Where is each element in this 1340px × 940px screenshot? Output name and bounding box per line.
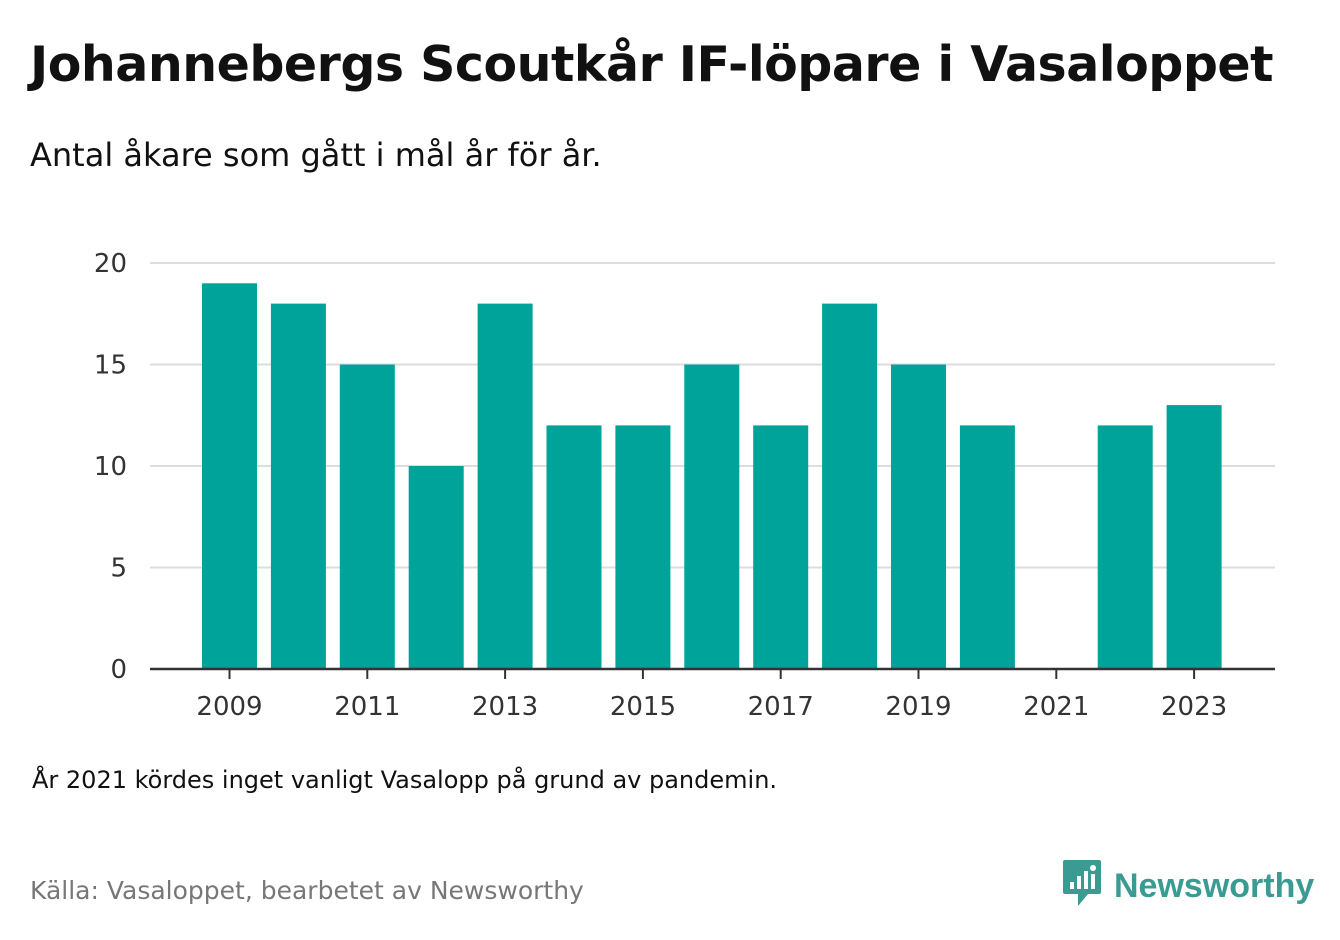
newsworthy-logo-icon [1062,858,1102,914]
bar-2011 [339,364,395,669]
chart-subtitle: Antal åkare som gått i mål år för år. [30,136,602,174]
x-tick-label: 2021 [1023,692,1089,722]
x-tick-label: 2017 [748,692,814,722]
bar-2020 [959,425,1015,669]
bar-2013 [477,303,533,669]
chart-footnote: År 2021 kördes inget vanligt Vasalopp på… [32,766,778,794]
chart-title: Johannebergs Scoutkår IF-löpare i Vasalo… [30,36,1274,93]
bar-2022 [1097,425,1153,669]
bar-2012 [408,466,464,669]
bar-2014 [546,425,602,669]
y-tick-label: 0 [110,655,127,685]
bar-2015 [615,425,671,669]
y-tick-label: 10 [94,452,127,482]
x-tick-label: 2015 [610,692,676,722]
bar-2018 [822,303,878,669]
x-tick-label: 2011 [334,692,400,722]
y-tick-label: 15 [94,351,127,381]
x-tick-label: 2023 [1161,692,1227,722]
brand-name: Newsworthy [1114,866,1315,905]
bars [202,283,1222,669]
source-text: Källa: Vasaloppet, bearbetet av Newswort… [30,876,584,905]
x-tick-label: 2013 [472,692,538,722]
bar-2019 [891,364,946,669]
bar-2017 [753,425,809,669]
axes: 0 5 10 15 20 2009 2011 2013 2015 2017 2019 2021 2023 [94,249,1275,722]
newsworthy-logo: Newsworthy [1062,858,1314,914]
y-tick-label: 5 [110,554,127,584]
bar-2023 [1166,405,1222,669]
bar-2010 [270,303,326,669]
y-tick-label: 20 [94,249,127,279]
x-tick-label: 2009 [196,692,262,722]
bar-2016 [684,364,740,669]
bar-chart: 0 5 10 15 20 2009 2011 2013 2015 2017 2019 2021 2023 [94,249,1275,722]
x-tick-label: 2019 [885,692,951,722]
bar-2009 [202,283,257,669]
